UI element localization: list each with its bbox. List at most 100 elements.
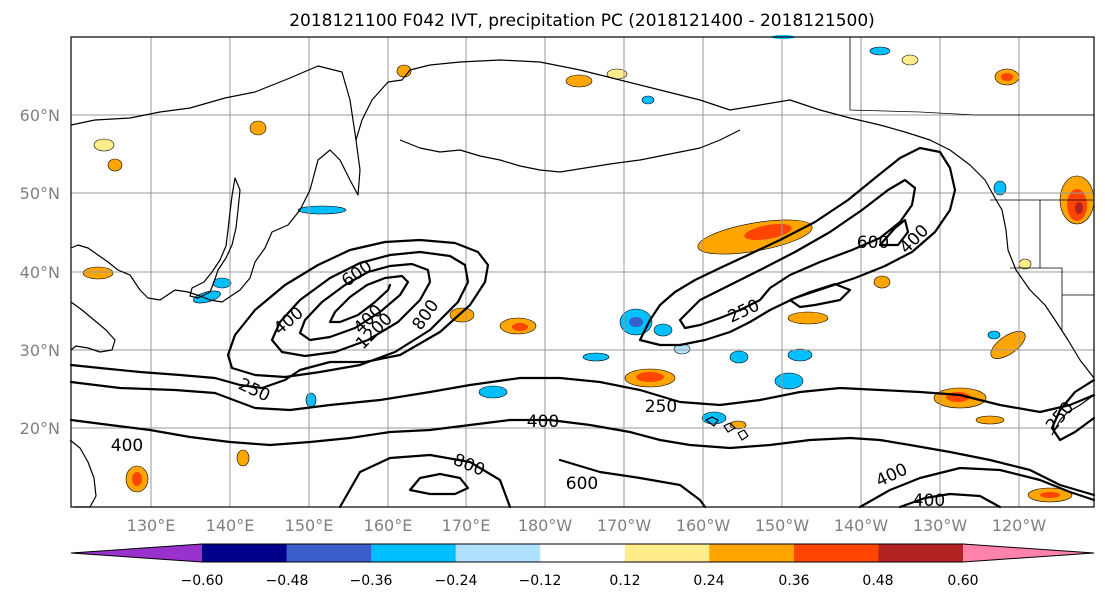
- colorbar-segment: [71, 544, 202, 562]
- colorbar-tick-label: 0.36: [778, 573, 809, 589]
- colorbar-tick-label: 0.24: [693, 573, 724, 589]
- colorbar-segment: [455, 544, 541, 562]
- lon-tick-label: 150°W: [755, 516, 810, 535]
- ivt-contour: [1050, 378, 1096, 442]
- colorbar-segment: [540, 544, 626, 562]
- ivt-contour: [69, 238, 490, 390]
- lon-tick-label: 160°E: [364, 516, 413, 535]
- precip-patch-positive: [787, 311, 829, 325]
- colorbar-tick-labels: −0.60 −0.48 −0.36 −0.24 −0.12 0.12 0.24 …: [181, 573, 979, 589]
- us-states-border: [990, 199, 1094, 330]
- precip-patch-negative: [987, 330, 1001, 340]
- colorbar-segment: [202, 544, 288, 562]
- precip-patch-negative: [869, 46, 891, 56]
- precip-patch-positive: [82, 266, 114, 280]
- ivt-contour: [858, 466, 1096, 509]
- ivt-contour: [69, 376, 1096, 414]
- lon-tick-label: 140°E: [206, 516, 255, 535]
- asia-southern-coastline: [70, 301, 116, 353]
- lat-tick-label: 60°N: [20, 106, 60, 125]
- colorbar-segment: [624, 544, 710, 562]
- colorbar-segment: [286, 544, 372, 562]
- ivt-contour: [898, 492, 1002, 509]
- precip-patch-positive: [744, 223, 792, 241]
- lon-tick-label: 140°W: [834, 516, 889, 535]
- lat-tick-label: 40°N: [20, 263, 60, 282]
- precip-patch-negative: [653, 323, 673, 337]
- ivt-contour: [69, 418, 1096, 497]
- ivt-contour: [558, 458, 707, 509]
- precip-patch-positive: [249, 120, 267, 136]
- precip-patch-positive: [1040, 492, 1060, 498]
- latitude-ticks: 60°N 50°N 40°N 30°N 20°N: [20, 106, 60, 438]
- precip-patch-positive: [901, 54, 919, 66]
- ivt-contour: [678, 178, 917, 330]
- kamchatka-coastline: [355, 59, 541, 141]
- canada-us-border: [849, 37, 1094, 116]
- precip-patch-positive: [1075, 202, 1083, 214]
- map-frame: [70, 36, 1095, 508]
- colorbar-tick-label: −0.12: [519, 573, 562, 589]
- precip-patch-positive: [1001, 73, 1013, 81]
- colorbar-tick-label: −0.36: [350, 573, 393, 589]
- ivt-contour: [788, 282, 852, 309]
- lon-tick-label: 130°E: [127, 516, 176, 535]
- contour-label: 600: [566, 474, 598, 494]
- lat-tick-label: 20°N: [20, 419, 60, 438]
- precip-patch-positive: [975, 415, 1005, 425]
- lon-tick-label: 180°W: [518, 516, 573, 535]
- colorbar-segment: [793, 544, 879, 562]
- coastlines: [69, 37, 1095, 508]
- lon-tick-label: 160°W: [676, 516, 731, 535]
- figure-title: 2018121100 F042 IVT, precipitation PC (2…: [289, 11, 875, 31]
- lat-tick-label: 50°N: [20, 184, 60, 203]
- graticule: [71, 37, 1094, 507]
- contour-label: 250: [645, 397, 677, 417]
- colorbar-tick-label: −0.48: [266, 573, 309, 589]
- colorbar: −0.60 −0.48 −0.36 −0.24 −0.12 0.12 0.24 …: [70, 543, 1095, 589]
- ivt-contour: [638, 146, 957, 347]
- precip-patch-positive: [636, 372, 664, 382]
- precip-patch-negative: [787, 348, 813, 362]
- precip-patch-positive: [512, 323, 528, 331]
- colorbar-segment: [709, 544, 795, 562]
- ivt-contour: [408, 472, 470, 496]
- hawaii-islands: [705, 416, 749, 441]
- japan-coastline: [189, 177, 241, 299]
- lon-tick-label: 170°E: [442, 516, 491, 535]
- ivt-contours: [69, 146, 1096, 509]
- precip-patch-negative: [774, 372, 804, 390]
- alaska-coastline: [539, 61, 1095, 379]
- ivt-contour: [338, 453, 512, 509]
- contour-label: 600: [857, 233, 889, 253]
- colorbar-tick-label: −0.24: [435, 573, 478, 589]
- ivt-contour-labels: 600 400 800 400 1200 250 400 800 600 400…: [111, 221, 1078, 511]
- asia-coastline: [70, 65, 361, 303]
- precip-patch-positive: [1018, 258, 1032, 270]
- colorbar-tick-label: 0.48: [862, 573, 893, 589]
- precip-patch-negative: [641, 95, 655, 105]
- precip-patch-negative: [629, 317, 643, 327]
- colorbar-segments: [70, 543, 1095, 563]
- lat-tick-label: 30°N: [20, 341, 60, 360]
- precip-patch-negative: [212, 277, 232, 289]
- colorbar-tick-label: 0.60: [947, 573, 978, 589]
- colorbar-segment: [878, 544, 964, 562]
- precip-patch-positive: [873, 275, 891, 289]
- precip-patch-negative: [297, 205, 347, 215]
- precip-patch-positive: [236, 449, 250, 467]
- precip-patch-negative: [582, 352, 610, 362]
- lon-tick-label: 130°W: [913, 516, 968, 535]
- precip-patch-negative: [305, 392, 317, 408]
- precip-patch-negative: [193, 290, 221, 304]
- colorbar-outline: [70, 543, 1095, 563]
- colorbar-tick-label: 0.12: [609, 573, 640, 589]
- lon-tick-label: 120°W: [992, 516, 1047, 535]
- colorbar-segment: [963, 544, 1094, 562]
- precip-patch-positive: [93, 138, 115, 152]
- precip-patch-negative: [478, 385, 508, 399]
- precip-patch-positive: [107, 158, 123, 172]
- colorbar-tick-label: −0.60: [181, 573, 224, 589]
- lon-tick-label: 150°E: [285, 516, 334, 535]
